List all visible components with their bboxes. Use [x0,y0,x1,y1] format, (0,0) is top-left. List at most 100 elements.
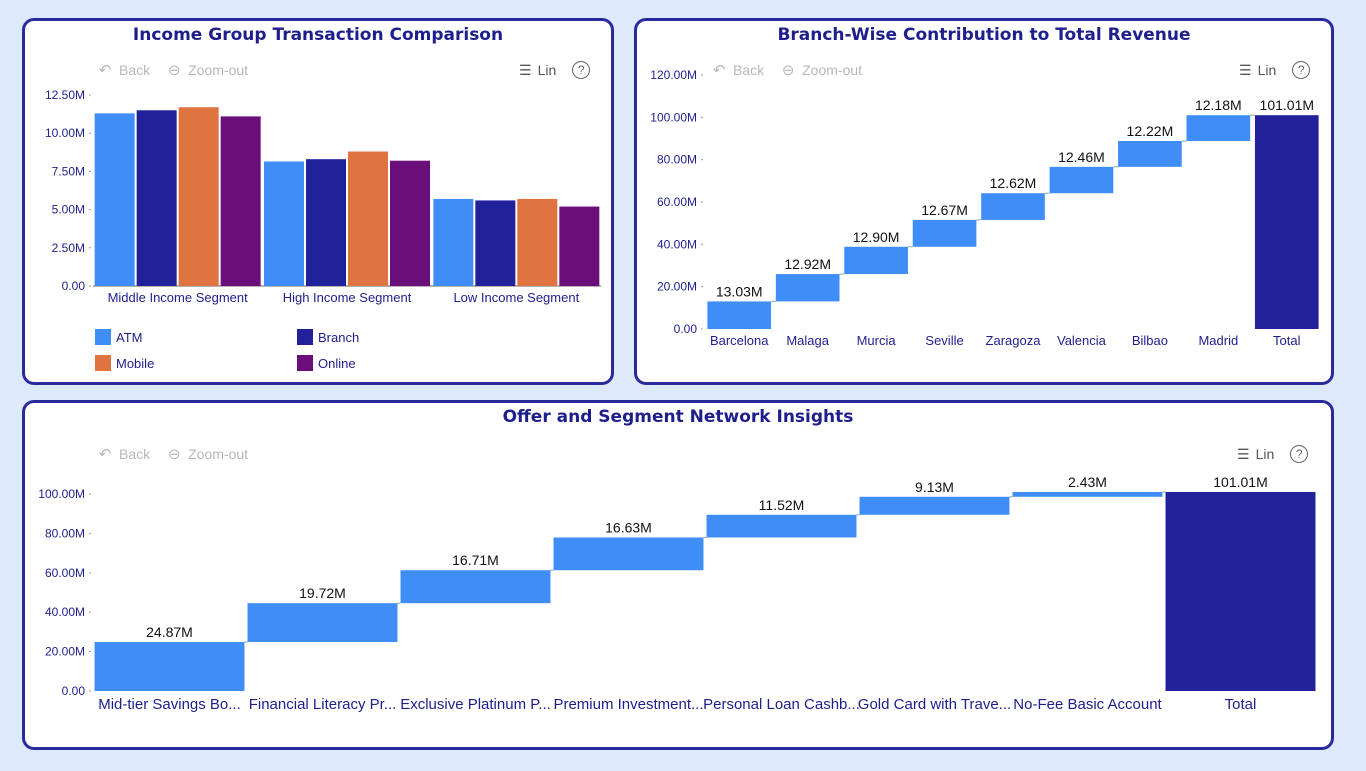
x-tick-label: Gold Card with Trave... [858,696,1011,713]
x-tick-label: Madrid [1198,333,1238,348]
branch-chart: 0.00 20.00M 40.00M 60.00M 80.00M 100.00M 120.0… [650,68,1319,348]
legend-swatch-branch [297,329,313,345]
total-bar [1165,492,1316,691]
income-toolbar-right: ☰ Lin ? [519,61,591,79]
list-icon[interactable]: ☰ [519,61,532,78]
list-icon[interactable]: ☰ [1237,445,1250,462]
legend-label-online: Online [318,355,356,371]
increase-bar [859,496,1010,515]
back-button[interactable]: Back [119,62,151,78]
data-label: 12.22M [1127,123,1174,139]
bar-branch [136,110,177,286]
zoom-out-button[interactable]: Zoom-out [188,62,249,78]
data-label: 12.67M [921,202,968,218]
help-icon[interactable]: ? [1290,445,1309,463]
offer-toolbar-left: ↶ Back ⊖ Zoom-out [95,445,262,463]
list-icon[interactable]: ☰ [1239,61,1252,78]
data-label: 12.62M [990,175,1037,191]
x-tick-label: No-Fee Basic Account [1013,696,1162,713]
y-tick-label: 100.00M [650,110,697,124]
data-label: 16.63M [605,519,652,535]
bar-branch [475,200,516,286]
legend-label-branch: Branch [318,329,360,345]
y-tick-label: 2.50M [52,241,85,255]
back-arrow-icon[interactable]: ↶ [98,62,112,79]
y-tick-label: 100.00M [38,487,85,501]
x-tick-label: Zaragoza [986,333,1042,348]
x-tick-label: Personal Loan Cashb... [703,696,860,713]
y-tick-label: 0.00 [62,279,86,293]
y-tick-label: 5.00M [52,203,85,217]
y-tick-label: 120.00M [650,68,697,82]
bar-atm [264,161,304,286]
zoom-out-icon[interactable]: ⊖ [781,62,795,79]
y-tick-label: 40.00M [657,237,697,251]
total-bar [1254,115,1319,330]
bar-online [390,160,430,286]
increase-bar [247,603,398,643]
help-icon[interactable]: ? [1292,61,1311,79]
zoom-out-button[interactable]: Zoom-out [188,446,249,462]
lin-button[interactable]: Lin [537,62,557,78]
data-label: 24.87M [146,624,193,640]
back-arrow-icon[interactable]: ↶ [98,446,112,463]
bar-atm [94,113,135,286]
x-tick-label: Malaga [786,333,829,348]
x-tick-label: Murcia [857,333,897,348]
legend-item-branch[interactable]: Branch [297,329,359,345]
y-tick-label: 20.00M [45,645,85,659]
lin-button[interactable]: Lin [1255,446,1275,462]
increase-bar [1118,140,1182,167]
zoom-out-button[interactable]: Zoom-out [802,62,863,78]
data-label: 101.01M [1213,474,1267,490]
back-arrow-icon[interactable]: ↶ [712,62,726,79]
legend-swatch-online [297,355,313,371]
x-tick-label: Total [1273,333,1301,348]
increase-bar [94,642,245,691]
offer-title: Offer and Segment Network Insights [502,407,854,427]
increase-bar [1186,115,1251,141]
x-tick-label: Seville [925,333,963,348]
income-toolbar-left: ↶ Back ⊖ Zoom-out [95,61,262,79]
data-label: 12.90M [853,229,900,245]
branch-toolbar-left: ↶ Back ⊖ Zoom-out [709,61,876,79]
back-button[interactable]: Back [119,446,151,462]
income-group-chart: 0.00 2.50M 5.00M 7.50M 10.00M 12.50M Middle In… [45,88,601,305]
offer-chart: 0.00 20.00M 40.00M 60.00M 80.00M 100.00M 24.87… [38,474,1316,713]
y-tick-label: 0.00 [674,322,698,336]
bar-online [559,206,600,286]
income-group-title: Income Group Transaction Comparison [132,25,504,45]
increase-bar [912,219,977,247]
y-tick-label: 12.50M [45,88,85,102]
y-tick-label: 80.00M [45,526,85,540]
bar-mobile [178,107,219,286]
legend-item-online[interactable]: Online [297,355,356,371]
data-label: 13.03M [716,283,763,299]
legend-item-atm[interactable]: ATM [95,329,142,345]
x-tick-label: Mid-tier Savings Bo... [98,696,241,713]
data-label: 16.71M [452,552,499,568]
x-tick-label: Financial Literacy Pr... [249,696,397,713]
increase-bar [775,274,840,302]
x-tick-label: Bilbao [1132,333,1168,348]
branch-title: Branch-Wise Contribution to Total Revenu… [777,25,1191,45]
zoom-out-icon[interactable]: ⊖ [167,62,181,79]
x-tick-label: Valencia [1057,333,1107,348]
y-tick-label: 20.00M [657,280,697,294]
data-label: 12.92M [784,256,831,272]
zoom-out-icon[interactable]: ⊖ [167,446,181,463]
increase-bar [981,193,1045,220]
data-label: 101.01M [1260,97,1314,113]
legend-item-mobile[interactable]: Mobile [95,355,154,371]
branch-panel: Branch-Wise Contribution to Total Revenu… [634,18,1334,385]
help-icon[interactable]: ? [572,61,591,79]
offer-toolbar-right: ☰ Lin ? [1237,445,1309,463]
lin-button[interactable]: Lin [1257,62,1277,78]
y-tick-label: 80.00M [657,153,697,167]
data-label: 19.72M [299,585,346,601]
back-button[interactable]: Back [733,62,765,78]
data-label: 12.46M [1058,149,1105,165]
increase-bar [1012,492,1163,497]
bar-online [220,116,261,286]
y-tick-label: 7.50M [52,164,85,178]
